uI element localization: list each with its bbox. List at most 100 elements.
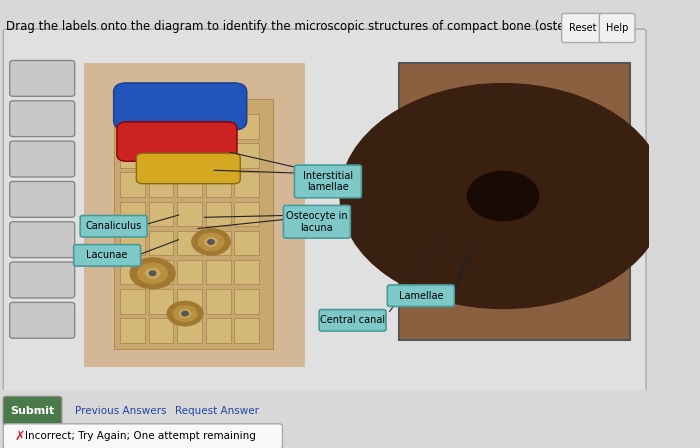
- Polygon shape: [234, 143, 259, 168]
- Text: Help: Help: [606, 23, 629, 33]
- FancyBboxPatch shape: [4, 29, 646, 392]
- FancyBboxPatch shape: [10, 222, 75, 258]
- Circle shape: [198, 233, 224, 251]
- Circle shape: [204, 237, 218, 246]
- Polygon shape: [148, 172, 174, 197]
- FancyBboxPatch shape: [399, 63, 630, 340]
- Polygon shape: [206, 318, 230, 343]
- Circle shape: [449, 159, 557, 233]
- Polygon shape: [120, 289, 145, 314]
- Circle shape: [208, 240, 214, 244]
- Polygon shape: [120, 202, 145, 226]
- Polygon shape: [234, 172, 259, 197]
- FancyBboxPatch shape: [80, 215, 147, 237]
- Polygon shape: [120, 231, 145, 255]
- Text: Previous Answers: Previous Answers: [75, 406, 166, 416]
- Polygon shape: [177, 231, 202, 255]
- FancyBboxPatch shape: [295, 165, 361, 198]
- Polygon shape: [177, 143, 202, 168]
- Circle shape: [130, 258, 175, 289]
- Polygon shape: [120, 172, 145, 197]
- Text: Central canal: Central canal: [320, 315, 385, 325]
- Text: Osteocyte in
lacuna: Osteocyte in lacuna: [286, 211, 348, 233]
- Circle shape: [137, 263, 168, 284]
- Circle shape: [192, 228, 230, 255]
- Circle shape: [368, 103, 639, 290]
- Polygon shape: [148, 231, 174, 255]
- Polygon shape: [148, 143, 174, 168]
- Polygon shape: [148, 202, 174, 226]
- FancyBboxPatch shape: [284, 205, 350, 238]
- Circle shape: [354, 93, 652, 299]
- Text: Reset: Reset: [569, 23, 596, 33]
- FancyBboxPatch shape: [4, 424, 283, 448]
- FancyBboxPatch shape: [113, 83, 246, 130]
- Circle shape: [149, 271, 156, 276]
- FancyBboxPatch shape: [10, 101, 75, 137]
- Text: Incorrect; Try Again; One attempt remaining: Incorrect; Try Again; One attempt remain…: [25, 431, 255, 441]
- Circle shape: [381, 112, 625, 280]
- Polygon shape: [177, 114, 202, 139]
- FancyBboxPatch shape: [74, 245, 141, 266]
- Circle shape: [408, 131, 598, 262]
- FancyBboxPatch shape: [319, 310, 386, 331]
- Polygon shape: [206, 231, 230, 255]
- Polygon shape: [120, 114, 145, 139]
- FancyBboxPatch shape: [10, 302, 75, 338]
- Text: Interstitial
lamellae: Interstitial lamellae: [303, 171, 353, 192]
- FancyBboxPatch shape: [0, 390, 650, 448]
- Circle shape: [490, 187, 516, 205]
- Polygon shape: [148, 289, 174, 314]
- Polygon shape: [177, 172, 202, 197]
- FancyBboxPatch shape: [599, 13, 635, 43]
- FancyBboxPatch shape: [10, 262, 75, 298]
- Polygon shape: [206, 172, 230, 197]
- Circle shape: [182, 311, 188, 316]
- FancyBboxPatch shape: [4, 396, 62, 426]
- FancyBboxPatch shape: [136, 153, 240, 184]
- Polygon shape: [234, 318, 259, 343]
- Polygon shape: [120, 318, 145, 343]
- Polygon shape: [234, 231, 259, 255]
- Text: Lamellae: Lamellae: [398, 291, 443, 301]
- FancyBboxPatch shape: [10, 60, 75, 96]
- Polygon shape: [234, 114, 259, 139]
- Polygon shape: [206, 289, 230, 314]
- Polygon shape: [148, 318, 174, 343]
- Text: Lacunae: Lacunae: [87, 250, 128, 260]
- Polygon shape: [234, 260, 259, 284]
- Circle shape: [477, 178, 530, 215]
- Circle shape: [468, 172, 539, 221]
- Circle shape: [145, 268, 160, 279]
- Polygon shape: [120, 143, 145, 168]
- Circle shape: [435, 150, 570, 243]
- Polygon shape: [206, 202, 230, 226]
- FancyBboxPatch shape: [117, 122, 237, 161]
- Text: ✗: ✗: [14, 430, 24, 443]
- Polygon shape: [148, 114, 174, 139]
- Circle shape: [167, 301, 203, 326]
- FancyBboxPatch shape: [85, 63, 305, 367]
- Polygon shape: [206, 260, 230, 284]
- FancyBboxPatch shape: [561, 13, 604, 43]
- Polygon shape: [206, 114, 230, 139]
- Text: Drag the labels onto the diagram to identify the microscopic structures of compa: Drag the labels onto the diagram to iden…: [6, 20, 594, 33]
- Circle shape: [340, 84, 666, 309]
- Polygon shape: [113, 99, 273, 349]
- Text: Submit: Submit: [10, 406, 55, 416]
- Polygon shape: [177, 260, 202, 284]
- Polygon shape: [177, 289, 202, 314]
- Circle shape: [179, 310, 191, 318]
- FancyBboxPatch shape: [387, 285, 454, 306]
- FancyBboxPatch shape: [10, 141, 75, 177]
- Text: Request Answer: Request Answer: [175, 406, 259, 416]
- Polygon shape: [177, 202, 202, 226]
- FancyBboxPatch shape: [10, 181, 75, 217]
- Circle shape: [173, 305, 197, 322]
- Circle shape: [395, 121, 612, 271]
- Circle shape: [463, 168, 543, 224]
- Polygon shape: [234, 202, 259, 226]
- Text: Canaliculus: Canaliculus: [85, 221, 142, 231]
- Circle shape: [422, 140, 584, 252]
- Polygon shape: [206, 143, 230, 168]
